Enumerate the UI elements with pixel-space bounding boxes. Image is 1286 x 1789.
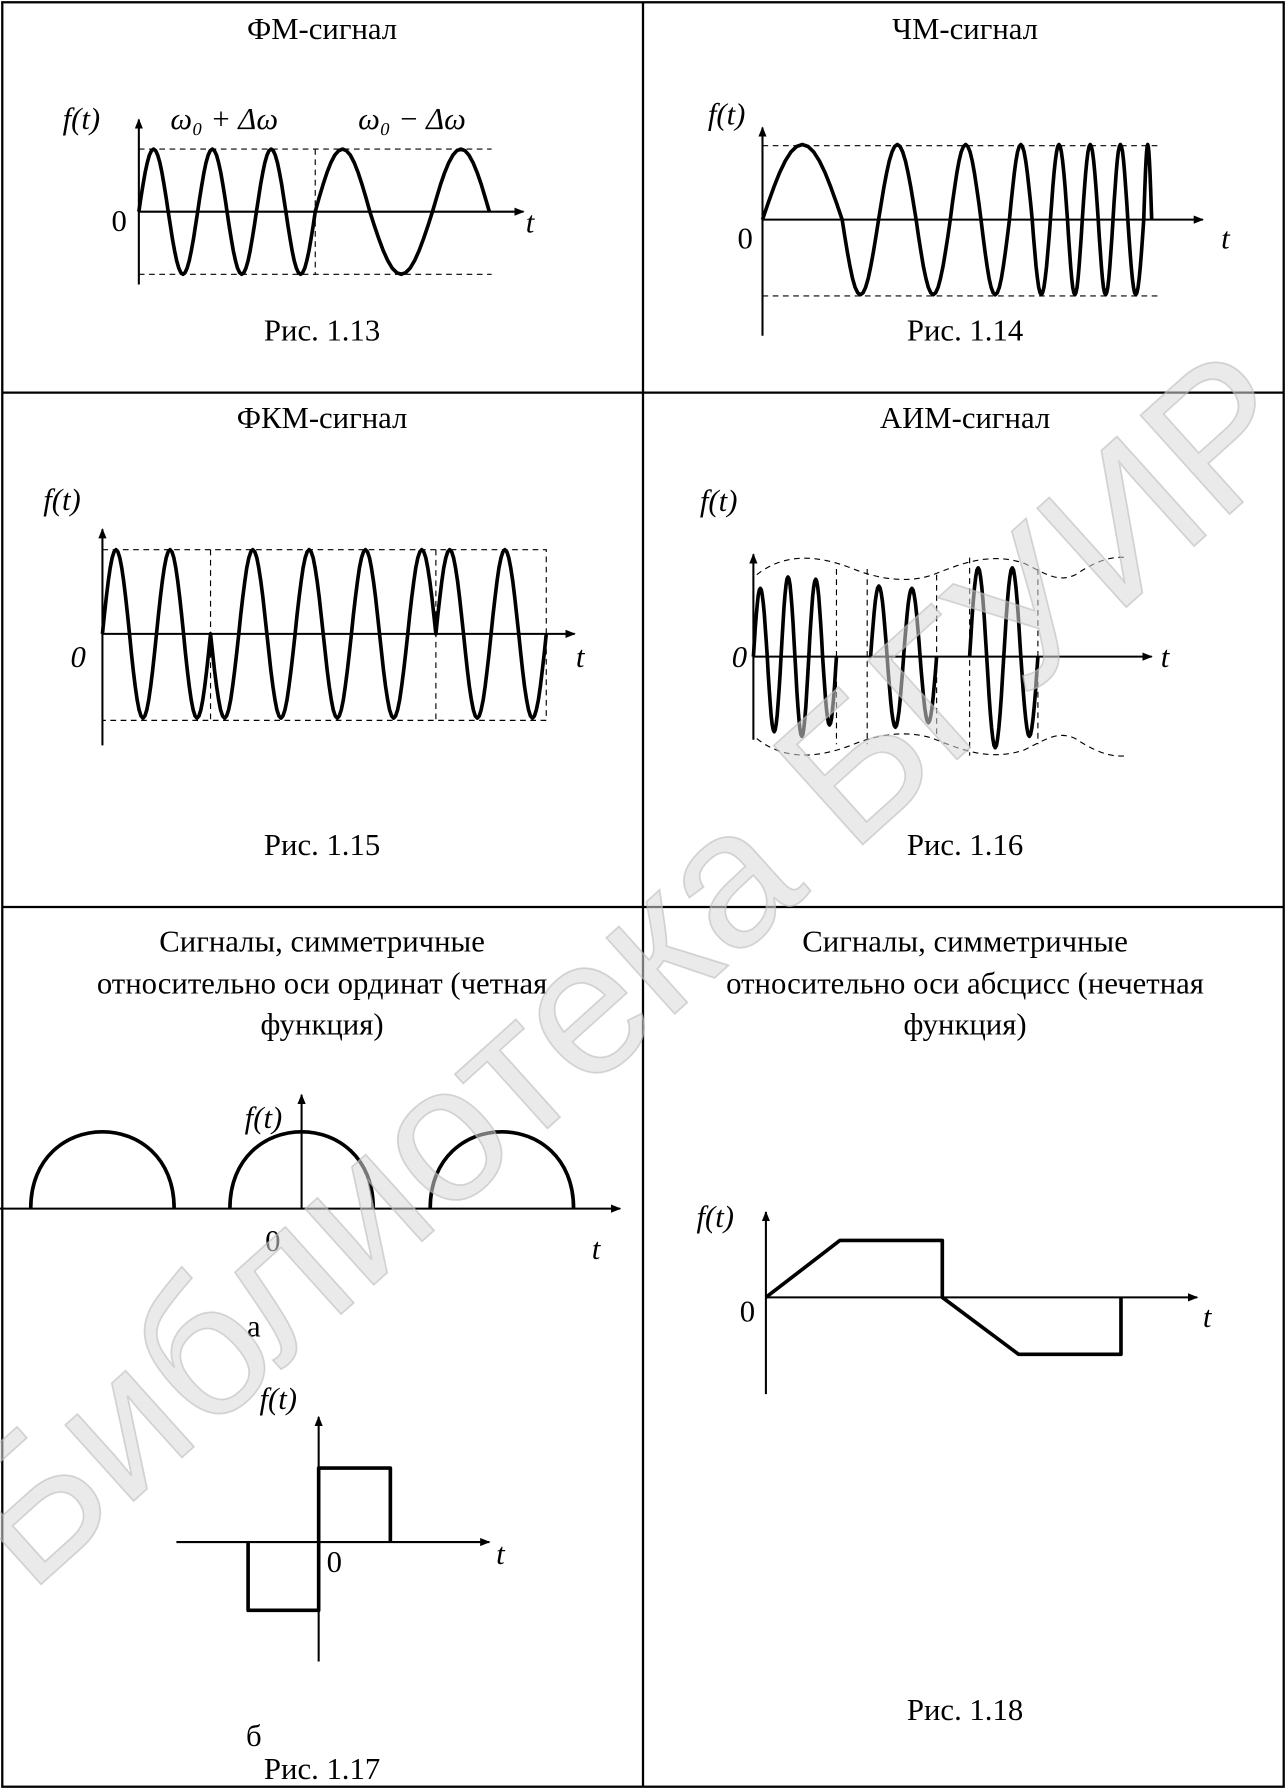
title: ФКМ-сигнал [237,401,408,435]
x-label: t [526,205,536,239]
y-label: f(t) [700,484,738,518]
title-line: функция) [904,1008,1027,1042]
y-label: f(t) [43,483,81,517]
waveform [751,566,1040,750]
title: ФМ-сигнал [247,12,397,46]
title: АИМ-сигнал [880,401,1050,435]
title-line: функция) [261,1008,384,1042]
annotation: ω₀ + Δω [170,102,278,136]
figure-1-14: ЧМ-сигнал f(t) 0 t Рис. 1.14 [708,12,1231,348]
subfigure-label: а [247,1309,261,1343]
title-line: относительно оси ординат (четная [97,967,547,1001]
waveform [100,547,549,720]
title-line: Сигналы, симметричные [802,925,1128,959]
figure-1-15: ФКМ-сигнал f(t) 0 t Рис. 1.15 [43,401,586,862]
x-label: t [592,1232,602,1266]
title-line: Сигналы, симметричные [159,925,485,959]
figure-1-13: ФМ-сигнал f(t) ω₀ + Δω ω₀ − Δω 0 t Рис. … [63,12,536,348]
y-label: f(t) [259,1382,297,1416]
annotation: ω₀ − Δω [358,102,466,136]
x-label: t [576,640,586,674]
waveform [246,1466,393,1613]
title-line: относительно оси абсцисс (нечетная [726,967,1204,1001]
caption: Рис. 1.15 [264,828,380,862]
origin: 0 [732,640,747,674]
y-label: f(t) [708,97,746,131]
origin: 0 [112,204,127,238]
caption: Рис. 1.13 [264,313,380,347]
origin: 0 [740,1294,755,1328]
x-label: t [1203,1300,1213,1334]
caption: Рис. 1.17 [264,1752,380,1786]
origin: 0 [737,221,752,255]
waveform [760,142,1154,297]
y-label: f(t) [245,1101,283,1135]
title: ЧМ-сигнал [892,12,1038,46]
origin: 0 [265,1224,280,1258]
x-label: t [1161,640,1171,674]
figure-1-18: Сигналы, симметричные относительно оси а… [696,925,1212,1727]
x-label: t [1221,221,1231,255]
caption: Рис. 1.16 [907,828,1023,862]
waveform [764,1238,1123,1357]
y-label: f(t) [696,1200,734,1234]
origin: 0 [327,1545,342,1579]
waveform [28,1130,576,1209]
subfigure-label: б [246,1719,262,1753]
y-label: f(t) [63,102,101,136]
waveform [137,147,492,277]
x-label: t [496,1537,506,1571]
figure-1-17: Сигналы, симметричные относительно оси о… [0,925,622,1786]
caption: Рис. 1.14 [907,313,1023,347]
figure-1-16: АИМ-сигнал f(t) 0 t Рис. 1.16 [700,401,1171,862]
caption: Рис. 1.18 [907,1693,1023,1727]
origin: 0 [71,640,86,674]
